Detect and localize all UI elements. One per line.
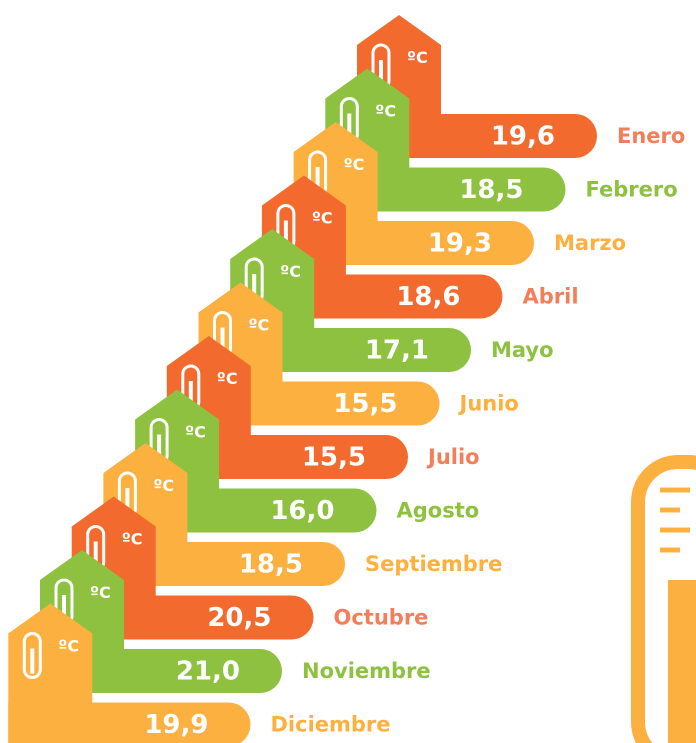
month-label: Marzo xyxy=(554,231,626,255)
unit-label: ºC xyxy=(280,262,301,281)
month-label: Agosto xyxy=(397,499,480,523)
month-label: Abril xyxy=(523,285,579,309)
month-row: ºC 19,6 Enero xyxy=(357,15,685,158)
thermometer-icon xyxy=(22,632,42,679)
temperature-value: 20,5 xyxy=(207,603,271,633)
month-label: Junio xyxy=(458,392,519,416)
unit-label: ºC xyxy=(249,316,270,335)
temperature-value: 15,5 xyxy=(333,389,397,419)
unit-label: ºC xyxy=(312,209,333,228)
big-thermometer xyxy=(631,455,696,743)
month-label: Enero xyxy=(617,124,685,148)
bar xyxy=(293,221,534,265)
month-label: Diciembre xyxy=(271,713,391,737)
temperature-value: 19,3 xyxy=(428,229,492,259)
bar xyxy=(135,488,377,533)
bar xyxy=(357,114,597,158)
temperature-value: 18,5 xyxy=(459,175,523,205)
unit-label: ºC xyxy=(153,476,174,495)
month-label: Julio xyxy=(426,445,480,469)
bar xyxy=(198,381,440,426)
month-row: ºC 18,5 Febrero xyxy=(325,68,678,212)
bar xyxy=(8,702,251,743)
month-label: Noviembre xyxy=(302,659,431,683)
unit-label: ºC xyxy=(90,583,111,602)
bar xyxy=(166,435,408,479)
temperature-value: 18,5 xyxy=(239,550,303,580)
unit-label: ºC xyxy=(407,48,428,67)
temperature-value: 21,0 xyxy=(176,657,240,687)
temperature-value: 19,6 xyxy=(491,122,555,152)
bar xyxy=(40,649,282,693)
temperature-value: 15,5 xyxy=(302,443,366,473)
unit-label: ºC xyxy=(217,369,238,388)
month-label: Febrero xyxy=(586,178,678,202)
unit-label: ºC xyxy=(58,637,79,656)
month-row: ºC 19,9 Diciembre xyxy=(8,603,391,743)
month-label: Mayo xyxy=(491,338,554,362)
bar xyxy=(230,328,471,372)
temperature-value: 16,0 xyxy=(270,496,334,526)
unit-label: ºC xyxy=(185,423,206,442)
bar xyxy=(261,274,503,319)
unit-label: ºC xyxy=(122,530,143,549)
unit-label: ºC xyxy=(375,102,396,121)
bar xyxy=(71,595,314,640)
temperature-value: 17,1 xyxy=(365,336,429,366)
bar xyxy=(325,167,566,212)
bar xyxy=(103,542,346,586)
month-label: Octubre xyxy=(334,606,429,630)
month-label: Septiembre xyxy=(365,552,502,576)
temperature-value: 18,6 xyxy=(396,282,460,312)
temperature-value: 19,9 xyxy=(144,710,208,740)
unit-label: ºC xyxy=(344,155,365,174)
